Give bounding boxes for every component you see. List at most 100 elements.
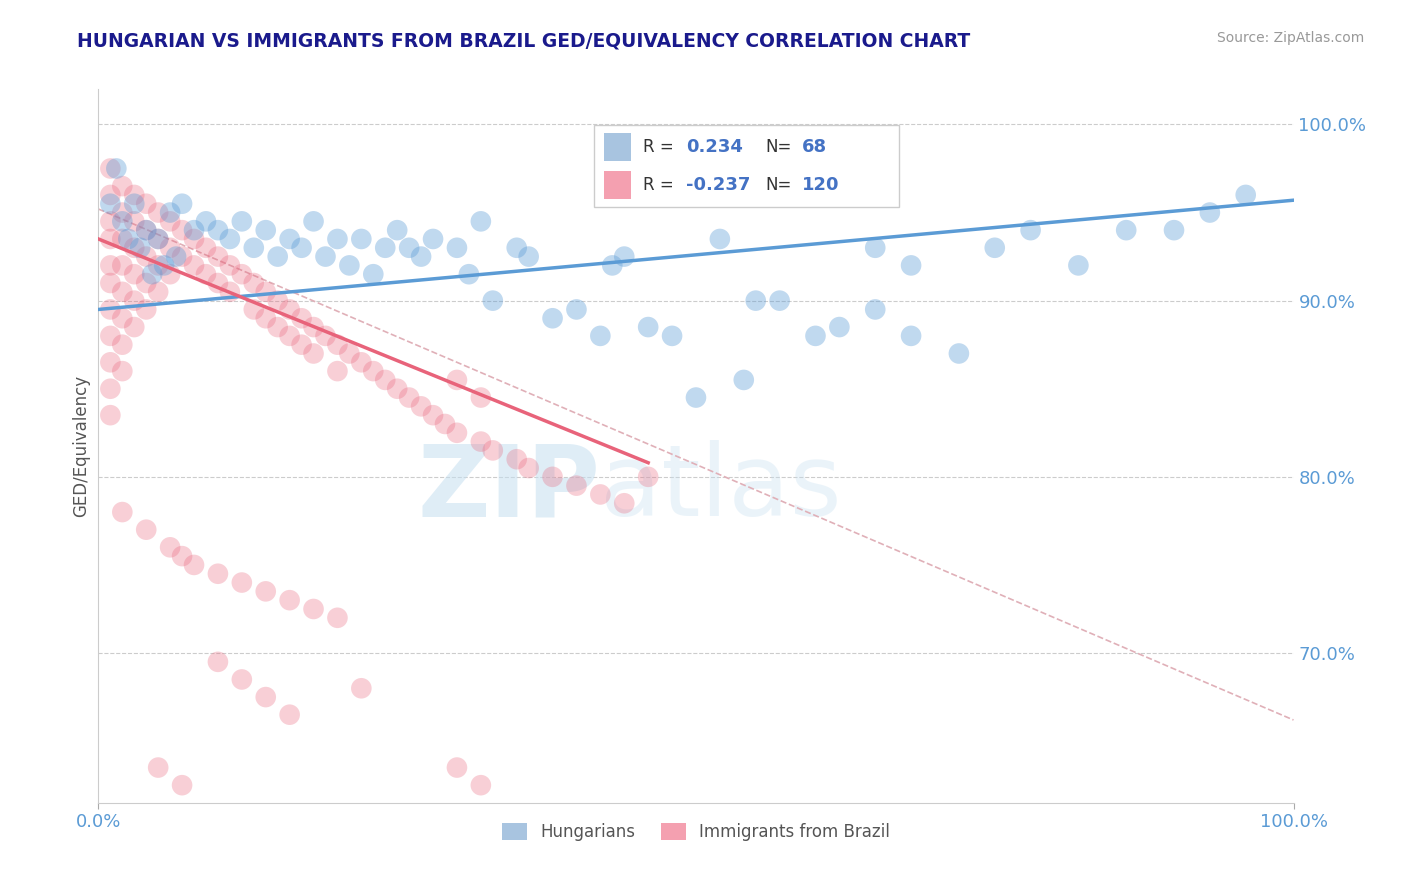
Point	[637, 320, 659, 334]
Point	[135, 223, 157, 237]
Point	[733, 373, 755, 387]
Point	[422, 408, 444, 422]
Point	[315, 250, 337, 264]
Point	[470, 391, 492, 405]
Point	[159, 205, 181, 219]
Y-axis label: GED/Equivalency: GED/Equivalency	[72, 375, 90, 517]
Point	[278, 593, 301, 607]
Point	[159, 866, 181, 880]
Text: ZIP: ZIP	[418, 441, 600, 537]
Point	[111, 232, 134, 246]
Point	[506, 452, 529, 467]
Point	[291, 241, 314, 255]
Point	[111, 505, 134, 519]
Point	[481, 293, 505, 308]
Point	[828, 320, 851, 334]
Point	[129, 241, 152, 255]
Point	[385, 382, 409, 396]
Point	[148, 232, 170, 246]
Point	[302, 602, 325, 616]
Point	[135, 196, 157, 211]
Point	[124, 214, 146, 228]
Point	[411, 250, 433, 264]
Point	[231, 214, 253, 228]
Point	[165, 250, 187, 264]
Point	[709, 232, 731, 246]
Point	[446, 241, 468, 255]
Point	[745, 293, 768, 308]
Point	[98, 214, 122, 228]
Point	[148, 259, 170, 273]
Point	[1115, 223, 1137, 237]
Point	[411, 400, 433, 414]
Point	[326, 364, 349, 378]
Point	[302, 320, 325, 334]
Point	[111, 311, 134, 326]
Point	[326, 337, 349, 351]
Point	[159, 267, 181, 281]
Point	[984, 241, 1007, 255]
Point	[148, 232, 170, 246]
Point	[207, 276, 229, 290]
Point	[278, 302, 301, 317]
Point	[339, 346, 361, 360]
Point	[183, 259, 205, 273]
Point	[219, 259, 242, 273]
Point	[111, 364, 134, 378]
Point	[900, 329, 922, 343]
Point	[124, 196, 146, 211]
Point	[148, 205, 170, 219]
Point	[613, 250, 636, 264]
Point	[661, 329, 683, 343]
Point	[685, 391, 707, 405]
Point	[141, 267, 163, 281]
Point	[111, 337, 134, 351]
Point	[231, 575, 253, 590]
Point	[1067, 259, 1090, 273]
Point	[172, 778, 194, 792]
Point	[685, 179, 707, 194]
Point	[98, 355, 122, 369]
Point	[172, 250, 194, 264]
Point	[135, 302, 157, 317]
Point	[350, 232, 373, 246]
Point	[350, 681, 373, 696]
Text: atlas: atlas	[600, 441, 842, 537]
Point	[804, 329, 827, 343]
Point	[98, 188, 122, 202]
Point	[98, 408, 122, 422]
Point	[135, 223, 157, 237]
Point	[219, 232, 242, 246]
Point	[172, 549, 194, 563]
Point	[98, 259, 122, 273]
Point	[1199, 205, 1222, 219]
Point	[446, 760, 468, 774]
Point	[148, 760, 170, 774]
Point	[105, 161, 128, 176]
Point	[98, 382, 122, 396]
Point	[768, 293, 790, 308]
Point	[948, 346, 970, 360]
Point	[207, 250, 229, 264]
Point	[124, 267, 146, 281]
Point	[291, 311, 314, 326]
Point	[302, 346, 325, 360]
Point	[124, 241, 146, 255]
Point	[183, 558, 205, 572]
Point	[363, 267, 385, 281]
Point	[148, 285, 170, 299]
Point	[98, 232, 122, 246]
Point	[117, 232, 139, 246]
Point	[434, 417, 457, 431]
Point	[124, 188, 146, 202]
Point	[231, 673, 253, 687]
Point	[207, 566, 229, 581]
Point	[481, 443, 505, 458]
Point	[326, 611, 349, 625]
Point	[541, 470, 564, 484]
Point	[207, 655, 229, 669]
Point	[278, 329, 301, 343]
Point	[159, 214, 181, 228]
Text: Source: ZipAtlas.com: Source: ZipAtlas.com	[1216, 31, 1364, 45]
Point	[231, 267, 253, 281]
